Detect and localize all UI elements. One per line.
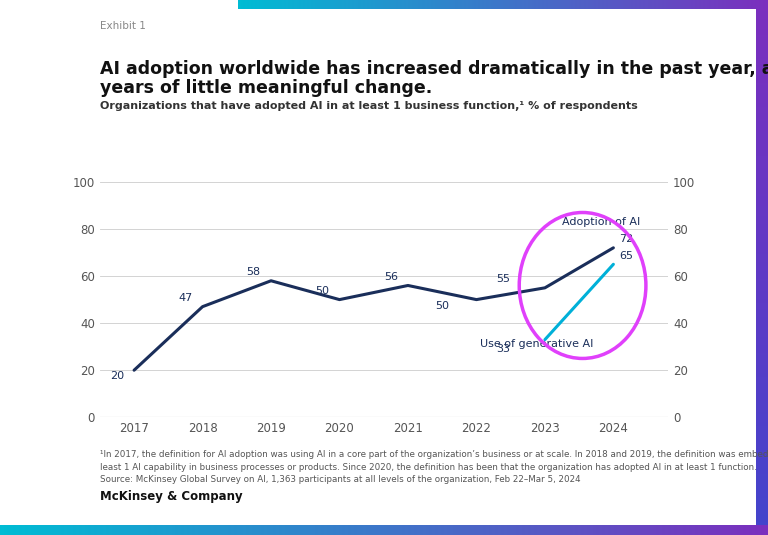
Text: Use of generative AI: Use of generative AI <box>480 339 593 349</box>
Text: Adoption of AI: Adoption of AI <box>562 217 641 227</box>
Text: 47: 47 <box>178 293 192 303</box>
Text: Exhibit 1: Exhibit 1 <box>100 21 146 32</box>
Text: McKinsey & Company: McKinsey & Company <box>100 490 243 503</box>
Text: 72: 72 <box>619 234 633 244</box>
Text: 33: 33 <box>497 344 511 354</box>
Text: AI adoption worldwide has increased dramatically in the past year, after: AI adoption worldwide has increased dram… <box>100 60 768 78</box>
Text: 50: 50 <box>315 286 329 296</box>
Text: years of little meaningful change.: years of little meaningful change. <box>100 79 432 97</box>
Text: 58: 58 <box>247 268 261 277</box>
Text: 20: 20 <box>110 371 124 381</box>
Text: Organizations that have adopted AI in at least 1 business function,¹ % of respon: Organizations that have adopted AI in at… <box>100 101 637 111</box>
Text: 50: 50 <box>435 301 449 311</box>
Text: 55: 55 <box>497 274 511 284</box>
Text: ¹In 2017, the definition for AI adoption was using AI in a core part of the orga: ¹In 2017, the definition for AI adoption… <box>100 450 768 485</box>
Text: 56: 56 <box>384 272 398 282</box>
Text: 65: 65 <box>619 251 633 261</box>
